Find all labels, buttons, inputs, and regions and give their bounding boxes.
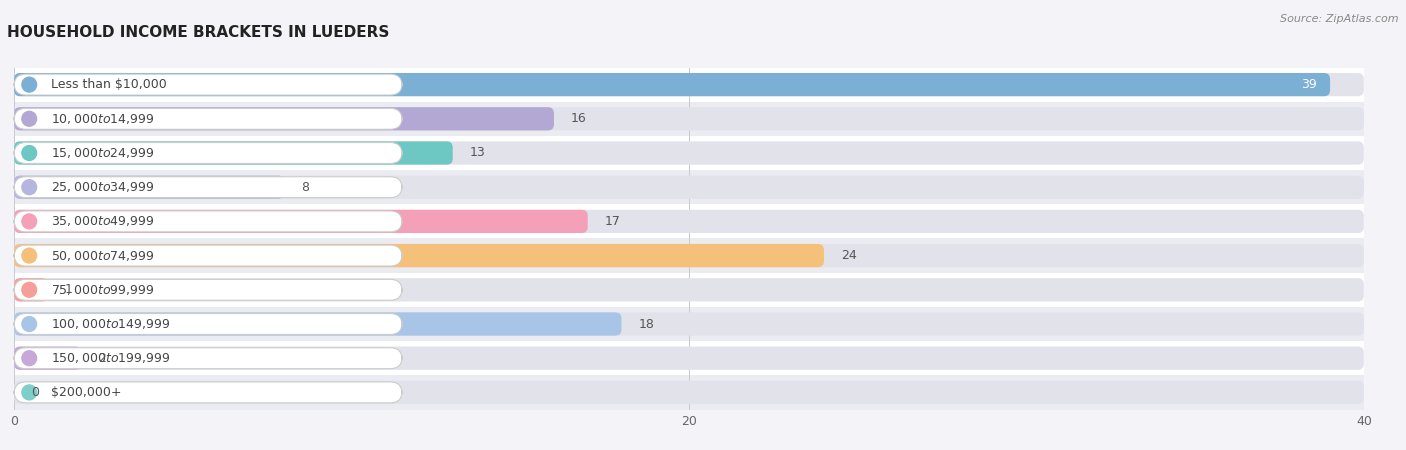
Bar [14, 341, 1364, 375]
FancyBboxPatch shape [14, 348, 402, 369]
FancyBboxPatch shape [14, 210, 1364, 233]
FancyBboxPatch shape [14, 177, 402, 198]
Circle shape [22, 248, 37, 263]
FancyBboxPatch shape [14, 211, 402, 232]
Bar [14, 375, 1364, 410]
Text: $50,000 to $74,999: $50,000 to $74,999 [51, 248, 155, 263]
Text: $150,000 to $199,999: $150,000 to $199,999 [51, 351, 170, 365]
FancyBboxPatch shape [14, 107, 1364, 130]
FancyBboxPatch shape [14, 73, 1364, 96]
Text: 2: 2 [98, 352, 107, 365]
Text: $75,000 to $99,999: $75,000 to $99,999 [51, 283, 155, 297]
FancyBboxPatch shape [14, 312, 621, 336]
FancyBboxPatch shape [14, 381, 1364, 404]
Text: 17: 17 [605, 215, 620, 228]
Circle shape [22, 77, 37, 92]
FancyBboxPatch shape [14, 74, 402, 95]
FancyBboxPatch shape [14, 210, 588, 233]
Text: 1: 1 [65, 284, 73, 296]
Circle shape [22, 111, 37, 126]
Text: Less than $10,000: Less than $10,000 [51, 78, 167, 91]
FancyBboxPatch shape [14, 279, 402, 300]
FancyBboxPatch shape [14, 141, 1364, 165]
Text: 13: 13 [470, 147, 485, 159]
Bar [14, 307, 1364, 341]
Text: $10,000 to $14,999: $10,000 to $14,999 [51, 112, 155, 126]
Circle shape [22, 282, 37, 297]
FancyBboxPatch shape [14, 176, 284, 199]
Bar [14, 170, 1364, 204]
FancyBboxPatch shape [14, 176, 1364, 199]
FancyBboxPatch shape [14, 245, 402, 266]
Bar [14, 102, 1364, 136]
Circle shape [22, 351, 37, 366]
Circle shape [22, 214, 37, 229]
FancyBboxPatch shape [14, 382, 402, 403]
Text: 39: 39 [1301, 78, 1316, 91]
Bar [14, 204, 1364, 238]
FancyBboxPatch shape [14, 312, 1364, 336]
FancyBboxPatch shape [14, 278, 48, 302]
FancyBboxPatch shape [14, 143, 402, 163]
Circle shape [22, 145, 37, 161]
Circle shape [22, 385, 37, 400]
FancyBboxPatch shape [14, 141, 453, 165]
Text: HOUSEHOLD INCOME BRACKETS IN LUEDERS: HOUSEHOLD INCOME BRACKETS IN LUEDERS [7, 25, 389, 40]
FancyBboxPatch shape [14, 73, 1330, 96]
FancyBboxPatch shape [14, 244, 824, 267]
Text: $25,000 to $34,999: $25,000 to $34,999 [51, 180, 155, 194]
Text: $100,000 to $149,999: $100,000 to $149,999 [51, 317, 170, 331]
Bar [14, 238, 1364, 273]
Bar [14, 273, 1364, 307]
Circle shape [22, 180, 37, 195]
FancyBboxPatch shape [14, 314, 402, 334]
Text: $15,000 to $24,999: $15,000 to $24,999 [51, 146, 155, 160]
Circle shape [22, 316, 37, 332]
FancyBboxPatch shape [14, 278, 1364, 302]
Text: $200,000+: $200,000+ [51, 386, 122, 399]
Text: 18: 18 [638, 318, 654, 330]
FancyBboxPatch shape [14, 107, 554, 130]
Bar [14, 136, 1364, 170]
Text: Source: ZipAtlas.com: Source: ZipAtlas.com [1281, 14, 1399, 23]
Text: 24: 24 [841, 249, 856, 262]
Text: 0: 0 [31, 386, 39, 399]
Text: 16: 16 [571, 112, 586, 125]
Text: 8: 8 [301, 181, 309, 194]
FancyBboxPatch shape [14, 108, 402, 129]
FancyBboxPatch shape [14, 244, 1364, 267]
Bar [14, 68, 1364, 102]
FancyBboxPatch shape [14, 346, 82, 370]
Text: $35,000 to $49,999: $35,000 to $49,999 [51, 214, 155, 229]
FancyBboxPatch shape [14, 346, 1364, 370]
